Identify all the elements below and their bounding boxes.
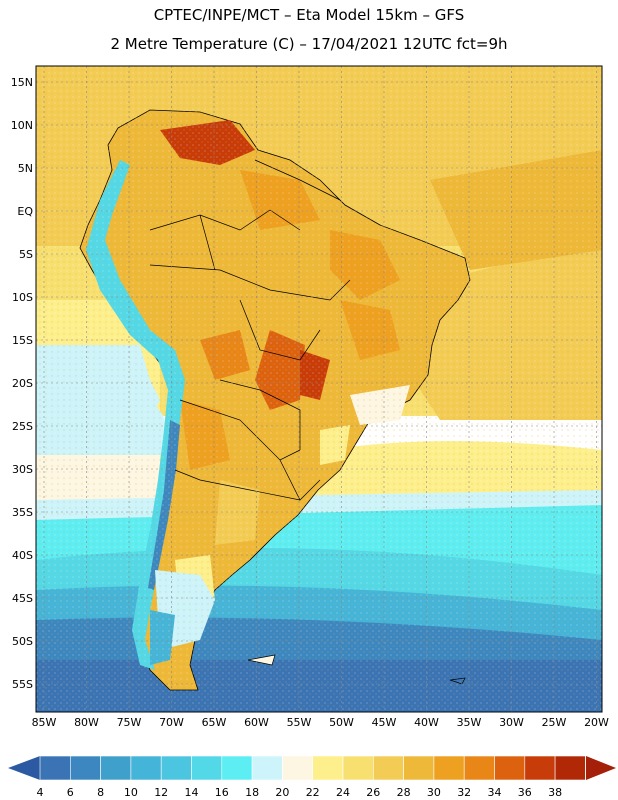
colorbar-tick-label: 26 (366, 786, 380, 799)
lon-label: 20W (584, 716, 609, 729)
colorbar-swatch (160, 755, 192, 781)
colorbar-swatch (221, 755, 253, 781)
colorbar-swatch (524, 755, 556, 781)
lat-label: 50S (12, 635, 33, 648)
lat-label: 5N (18, 162, 33, 175)
lat-label: 20S (12, 377, 33, 390)
country-borders (149, 159, 351, 501)
latitude-labels: 15N 10N 5N EQ 5S 10S 15S 20S 25S 30S 35S 40S 45S 50S 5… (11, 76, 34, 691)
colorbar-swatch (372, 755, 404, 781)
lat-label: 40S (12, 549, 33, 562)
lat-label: 45S (12, 592, 33, 605)
falklands-islands (247, 654, 276, 666)
lon-label: 30W (499, 716, 524, 729)
lon-label: 35W (457, 716, 482, 729)
colorbar-swatch (494, 755, 526, 781)
colorbar-tick-label: 24 (336, 786, 350, 799)
colorbar-tick-label: 32 (457, 786, 471, 799)
colorbar-tick-label: 12 (154, 786, 168, 799)
colorbar-tick-label: 8 (97, 786, 104, 799)
colorbar-tick-label: 38 (548, 786, 562, 799)
lon-label: 50W (329, 716, 354, 729)
colorbar-tick-label: 22 (306, 786, 320, 799)
lon-label: 55W (287, 716, 312, 729)
colorbar-tick-label: 4 (37, 786, 44, 799)
colorbar-swatch (463, 755, 495, 781)
lat-label: 30S (12, 463, 33, 476)
colorbar-tick-label: 14 (185, 786, 199, 799)
colorbar-swatch (403, 755, 435, 781)
lon-label: 65W (202, 716, 227, 729)
map-frame (35, 65, 603, 713)
lon-label: 60W (244, 716, 269, 729)
colorbar-swatch (39, 755, 71, 781)
lon-label: 25W (542, 716, 567, 729)
graticule (36, 66, 602, 712)
lat-label: 55S (12, 678, 33, 691)
colorbar-swatch (433, 755, 465, 781)
lat-label: 5S (19, 248, 33, 261)
colorbar-swatch (191, 755, 223, 781)
colorbar-high-arrow (586, 756, 616, 780)
colorbar-tick-label: 36 (518, 786, 532, 799)
lon-label: 80W (74, 716, 99, 729)
lon-label: 75W (117, 716, 142, 729)
longitude-labels: 85W 80W 75W 70W 65W 60W 55W 50W 45W 40W 35W 30W 25W 2… (32, 716, 609, 729)
lat-label: 10S (12, 291, 33, 304)
lat-label: 35S (12, 506, 33, 519)
colorbar-tick-label: 18 (245, 786, 259, 799)
lat-label: 15N (11, 76, 33, 89)
temperature-field (36, 66, 602, 712)
colorbar-low-arrow (8, 756, 40, 780)
colorbar-swatch (70, 755, 101, 781)
colorbar: 4 6 8 10 12 14 16 18 20 22 24 26 28 30 32 34 36 38 (8, 755, 616, 799)
colorbar-swatch (130, 755, 162, 781)
title-line-2: 2 Metre Temperature (C) – 17/04/2021 12U… (110, 35, 508, 53)
lon-label: 85W (32, 716, 57, 729)
colorbar-tick-label: 28 (397, 786, 411, 799)
colorbar-swatch (312, 755, 344, 781)
lon-label: 70W (159, 716, 184, 729)
colorbar-tick-label: 30 (427, 786, 441, 799)
colorbar-swatch (342, 755, 374, 781)
lon-label: 45W (372, 716, 397, 729)
lat-label: 25S (12, 420, 33, 433)
colorbar-tick-label: 34 (488, 786, 502, 799)
colorbar-tick-label: 10 (124, 786, 138, 799)
lat-label: EQ (17, 205, 33, 218)
lat-label: 15S (12, 334, 33, 347)
colorbar-tick-label: 20 (275, 786, 289, 799)
colorbar-swatch (554, 755, 586, 781)
colorbar-tick-label: 16 (215, 786, 229, 799)
colorbar-swatch (282, 755, 313, 781)
lon-label: 40W (414, 716, 439, 729)
colorbar-swatch (100, 755, 132, 781)
title-line-1: CPTEC/INPE/MCT – Eta Model 15km – GFS (153, 6, 465, 24)
lat-label: 10N (11, 119, 33, 132)
colorbar-swatch (251, 755, 283, 781)
colorbar-tick-label: 6 (67, 786, 74, 799)
